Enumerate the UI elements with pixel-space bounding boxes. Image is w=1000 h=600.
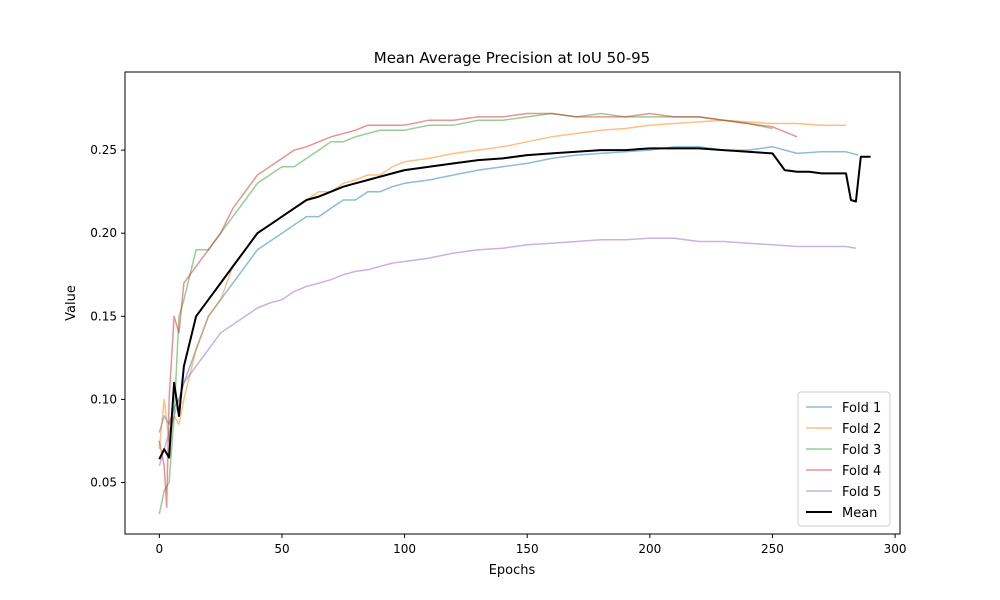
x-tick-label: 0	[156, 542, 164, 556]
x-axis-label: Epochs	[489, 563, 536, 578]
x-axis: 0 50 100 150 200 250 300	[156, 534, 907, 556]
series-line-fold-4	[158, 112, 798, 509]
x-tick-label: 150	[516, 542, 539, 556]
axes-frame	[124, 71, 901, 535]
legend-label: Fold 2	[842, 422, 881, 437]
series-line-fold-2	[158, 119, 846, 450]
legend-label: Mean	[842, 506, 877, 521]
chart-title: Mean Average Precision at IoU 50-95	[374, 49, 650, 67]
y-tick-label: 0.10	[90, 392, 117, 406]
y-axis-label: Value	[64, 285, 79, 321]
series-line-fold-3	[158, 112, 773, 515]
legend-label: Fold 3	[842, 443, 881, 458]
legend-label: Fold 1	[842, 401, 881, 416]
y-tick-label: 0.25	[90, 143, 117, 157]
legend-label: Fold 4	[842, 464, 881, 479]
legend: Fold 1 Fold 2 Fold 3 Fold 4 Fold 5 Mean	[797, 391, 891, 527]
series-line-mean	[158, 147, 871, 460]
y-tick-label: 0.20	[90, 226, 117, 240]
y-tick-label: 0.15	[90, 309, 117, 323]
x-tick-label: 250	[761, 542, 784, 556]
y-tick-label: 0.05	[90, 475, 117, 489]
y-axis: 0.05 0.10 0.15 0.20 0.25	[90, 143, 125, 489]
x-tick-label: 300	[884, 542, 907, 556]
x-tick-label: 200	[638, 542, 661, 556]
series-line-fold-5	[158, 237, 857, 467]
x-tick-label: 100	[393, 542, 416, 556]
x-tick-label: 50	[274, 542, 289, 556]
plot-area	[158, 112, 871, 515]
legend-box	[797, 391, 891, 527]
legend-label: Fold 5	[842, 485, 881, 500]
